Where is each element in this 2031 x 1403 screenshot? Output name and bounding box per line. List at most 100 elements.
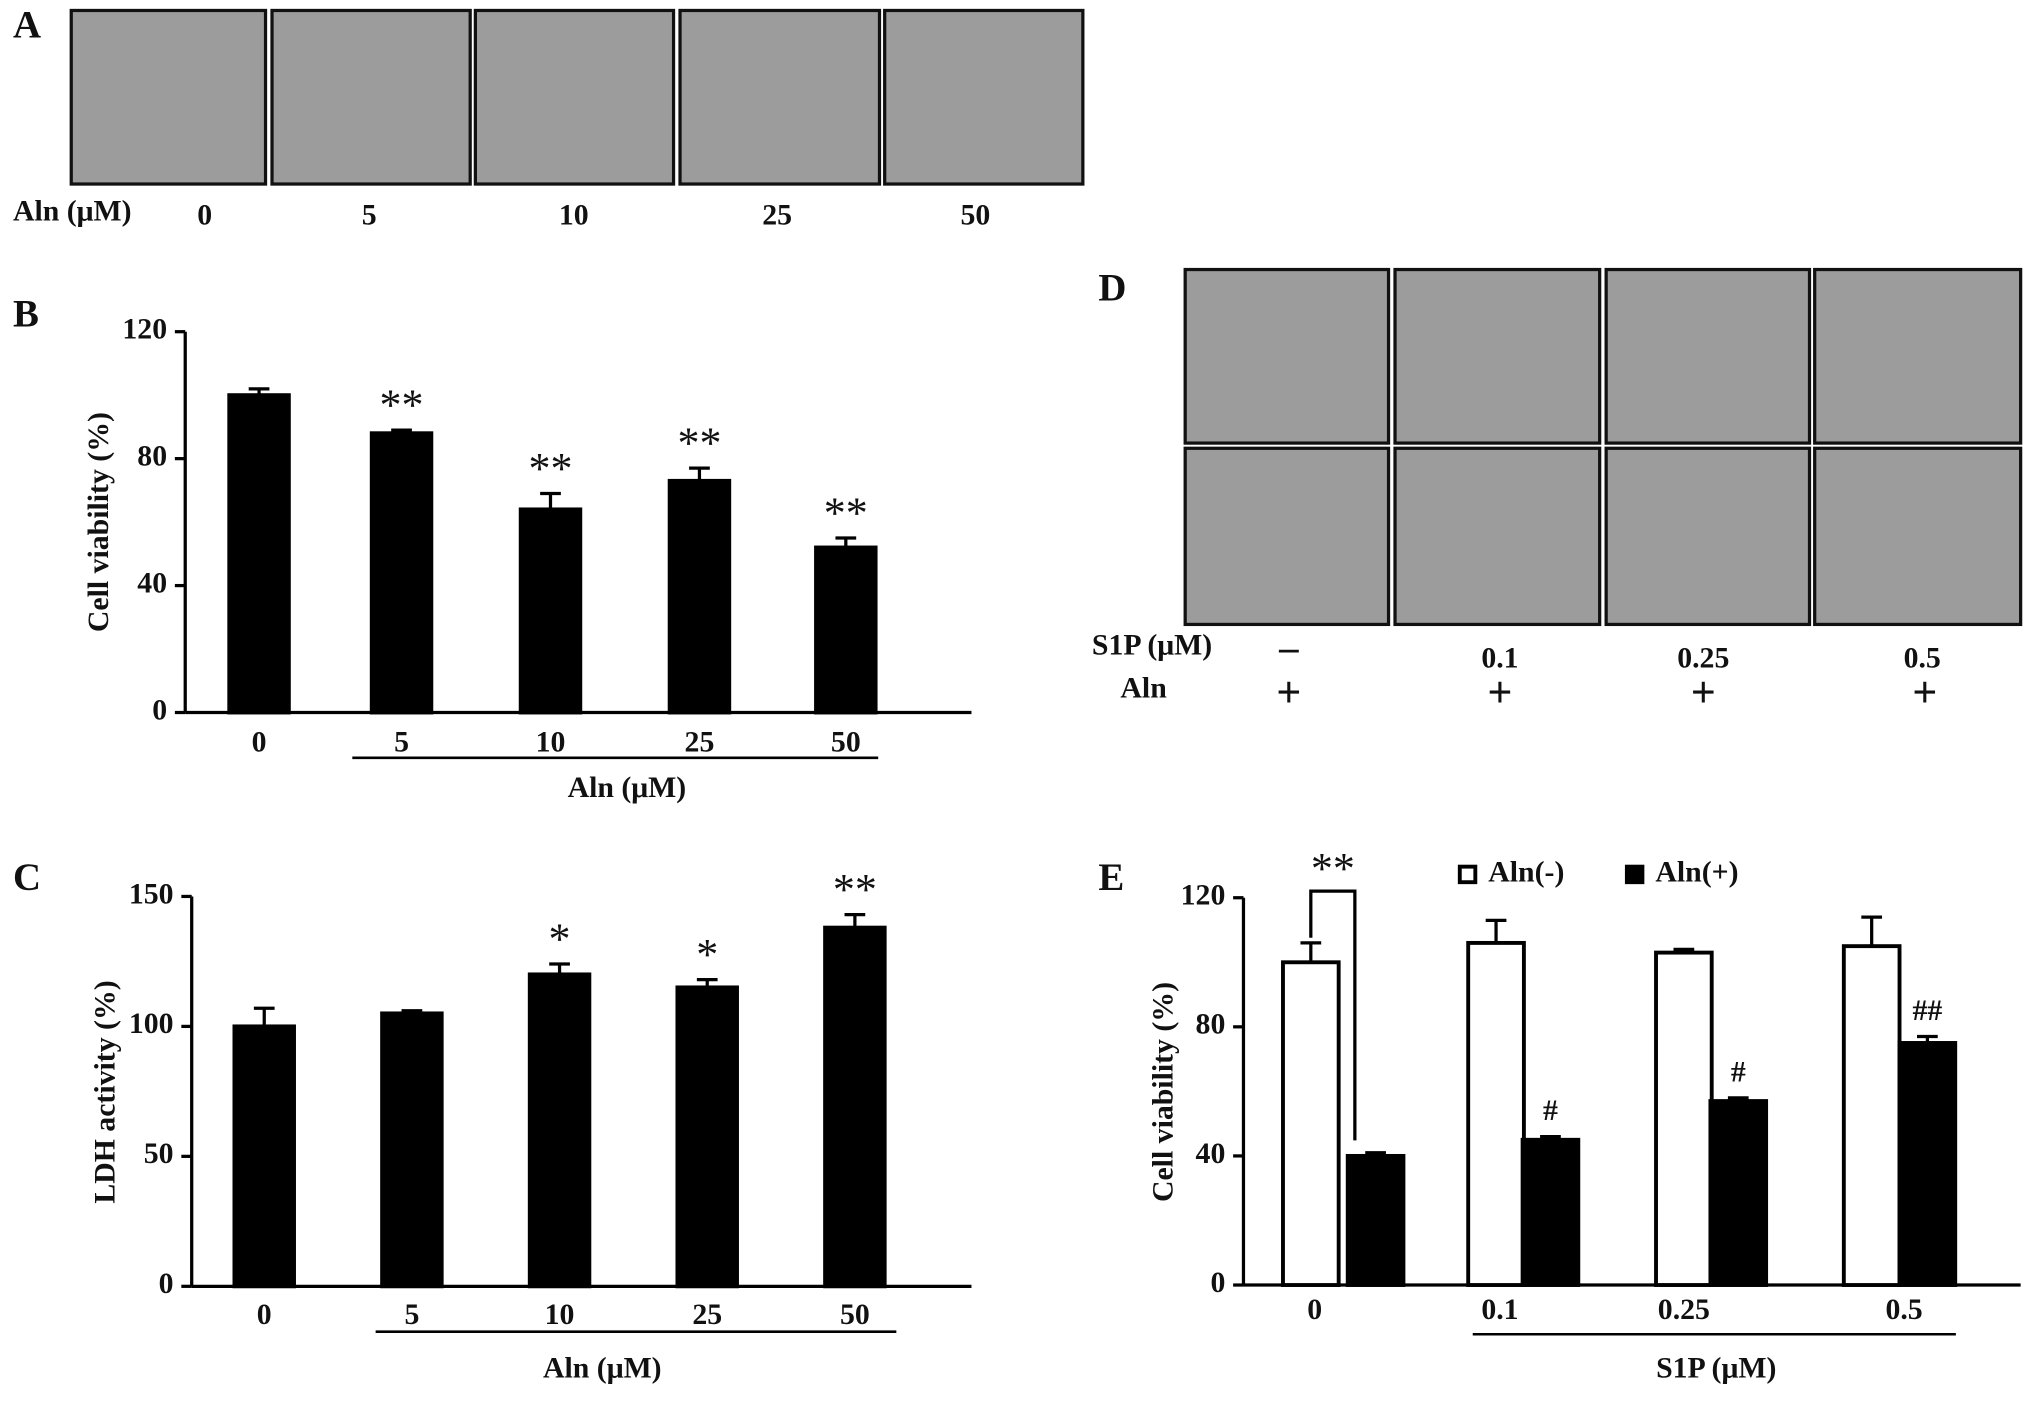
y-tick-label: 0 [1210,1266,1225,1299]
aln-label: + [1912,668,1937,717]
x-tick-label: 0.5 [1885,1293,1922,1326]
bar [1466,940,1526,1287]
s1p-label: 0.25 [1677,642,1729,675]
bar [369,431,434,715]
panel-letter: C [13,856,41,899]
bar [1708,1099,1769,1287]
micrograph [1183,267,1391,445]
dose-label: 0 [197,199,212,232]
x-axis-label: S1P (μM) [1656,1351,1776,1384]
micrograph [69,8,268,186]
panel-letter: E [1098,856,1124,899]
annotation: * [696,930,718,979]
bar [380,1011,444,1289]
bar [1897,1041,1958,1287]
micrograph [270,8,472,186]
comparison-label: ** [1311,844,1355,893]
micrograph [1393,446,1602,627]
panel-letter: D [1098,266,1126,309]
bar [227,393,291,715]
annotation: # [1543,1094,1558,1127]
y-tick-label: 0 [159,1267,174,1300]
x-tick-label: 0 [252,726,267,759]
legend-label: Aln(-) [1488,855,1564,888]
x-axis-label: Aln (μM) [543,1351,662,1384]
micrograph [1813,267,2023,445]
dose-label: 25 [762,199,792,232]
x-axis-label: Aln (μM) [568,771,687,804]
annotation: ## [1912,994,1942,1027]
y-tick-label: 40 [137,566,167,599]
y-tick-label: 50 [144,1137,174,1170]
x-tick-label: 50 [831,726,861,759]
bar [814,545,878,715]
dose-label: 50 [960,199,990,232]
panel-letter: A [13,4,41,47]
micrograph [1604,446,1812,627]
panel-letter: B [13,292,39,335]
x-tick-label: 0 [1307,1293,1322,1326]
legend-swatch [1624,864,1645,885]
y-tick-label: 120 [122,313,167,346]
row-label: S1P (μM) [1092,629,1212,662]
bar [232,1024,296,1289]
bar [675,985,739,1289]
annotation: # [1731,1055,1746,1088]
y-tick-label: 150 [129,877,174,910]
bar [1841,944,1902,1287]
y-axis-label: Cell viability (%) [1147,982,1180,1202]
dose-label: 5 [362,199,377,232]
s1p-label: – [1278,627,1299,670]
annotation: ** [833,865,877,914]
x-tick-label: 0 [257,1298,272,1331]
bar [527,972,592,1289]
y-axis-label: Cell viability (%) [82,412,115,632]
aln-label: + [1691,668,1716,717]
micrograph [1183,446,1391,627]
legend-swatch [1457,864,1478,885]
aln-label: + [1276,668,1301,717]
micrograph [1604,267,1812,445]
x-tick-label: 5 [394,726,409,759]
annotation: * [549,914,571,963]
x-tick-label: 0.1 [1481,1293,1518,1326]
legend-label: Aln(+) [1655,855,1738,888]
y-tick-label: 0 [152,693,167,726]
annotation: ** [824,488,868,537]
bar [1654,950,1714,1287]
y-tick-label: 80 [137,439,167,472]
x-tick-label: 25 [692,1298,722,1331]
dose-label: 10 [559,199,589,232]
y-axis-label: LDH activity (%) [88,980,121,1203]
bar [1345,1153,1406,1287]
annotation: ** [528,444,572,493]
x-tick-label: 25 [685,726,715,759]
y-tick-label: 120 [1181,879,1226,912]
bar [823,925,887,1289]
micrograph [1393,267,1602,445]
micrograph [678,8,882,186]
bar [1281,960,1341,1287]
row-label: Aln [1120,671,1167,704]
row-label: Aln (μM) [13,195,132,228]
bar [518,507,583,715]
x-tick-label: 5 [404,1298,419,1331]
y-tick-label: 80 [1196,1008,1226,1041]
micrograph [883,8,1085,186]
bar [667,478,732,715]
comparison-bracket [1309,889,1357,1141]
aln-label: + [1487,668,1512,717]
bar [1520,1137,1581,1287]
x-tick-label: 10 [545,1298,575,1331]
x-tick-label: 50 [840,1298,870,1331]
annotation: ** [677,419,721,468]
x-tick-label: 0.25 [1658,1293,1710,1326]
micrograph [473,8,676,186]
y-tick-label: 100 [129,1007,174,1040]
micrograph [1813,446,2023,627]
s1p-label: 0.5 [1904,642,1941,675]
y-tick-label: 40 [1196,1137,1226,1170]
s1p-label: 0.1 [1481,642,1518,675]
annotation: ** [380,380,424,429]
